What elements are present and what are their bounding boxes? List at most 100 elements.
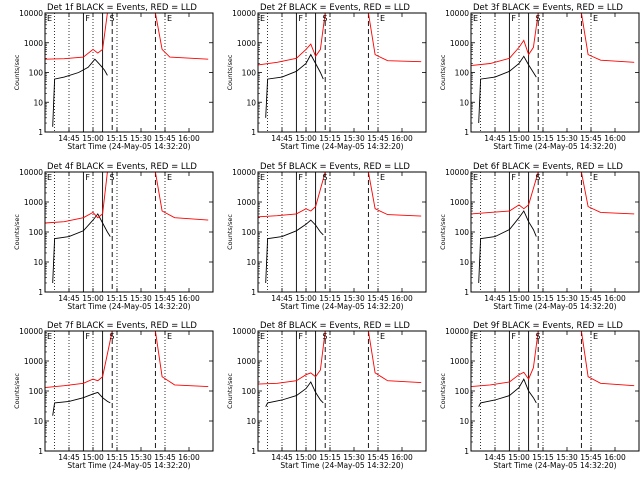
plot-frame (44, 171, 214, 293)
x-tick-label: 15:15 (319, 294, 341, 303)
y-axis-label: Counts/sec (13, 373, 21, 409)
marker-label: E (593, 173, 598, 182)
x-tick-label: 15:30 (343, 134, 365, 143)
x-tick-label: 15:00 (295, 453, 317, 462)
marker-label: E (260, 173, 265, 182)
x-tick-label: 15:30 (130, 294, 152, 303)
panel-title: Det 5f BLACK = Events, RED = LLD (260, 162, 410, 172)
marker-label: E (593, 14, 598, 23)
marker-label: S (322, 173, 327, 182)
x-tick-label: 15:30 (130, 453, 152, 462)
marker-label: E (380, 173, 385, 182)
y-tick-label: 1 (38, 128, 43, 137)
y-tick-label: 1000 (450, 357, 469, 366)
y-tick-label: 100 (29, 69, 44, 78)
y-axis-label: Counts/sec (439, 214, 447, 250)
series-line-lld (470, 171, 635, 215)
panel-det-4: Det 4f BLACK = Events, RED = LLD Counts/s… (13, 162, 214, 311)
x-tick-label: 14:45 (271, 453, 293, 462)
series-line-lld (257, 12, 422, 66)
panel-det-8: Det 8f BLACK = Events, RED = LLD Counts/s… (226, 321, 427, 470)
y-tick-label: 100 (29, 387, 44, 396)
x-tick-label: 15:45 (154, 453, 176, 462)
panel-title: Det 7f BLACK = Events, RED = LLD (47, 321, 197, 331)
panel-det-3: Det 3f BLACK = Events, RED = LLD Counts/s… (439, 3, 640, 151)
plot-frame (470, 330, 640, 452)
y-tick-label: 10000 (19, 168, 43, 177)
series-line-events (478, 378, 537, 407)
x-tick-label: 15:45 (367, 294, 389, 303)
marker-label: E (593, 332, 598, 341)
x-tick-label: 15:30 (556, 134, 578, 143)
panel-title: Det 2f BLACK = Events, RED = LLD (260, 3, 410, 13)
y-tick-label: 10 (459, 98, 469, 107)
y-tick-label: 10 (459, 258, 469, 267)
y-tick-label: 1 (251, 128, 256, 137)
panel-title: Det 3f BLACK = Events, RED = LLD (473, 3, 623, 13)
x-tick-label: 16:00 (391, 294, 413, 303)
y-axis-label: Counts/sec (226, 54, 234, 90)
series-line-lld (470, 12, 635, 67)
y-tick-label: 10 (33, 258, 43, 267)
series-line-lld (470, 330, 635, 388)
x-tick-label: 15:45 (580, 453, 602, 462)
x-axis-label: Start Time (24-May-05 14:32:20) (280, 142, 403, 151)
y-tick-label: 10 (33, 417, 43, 426)
x-tick-label: 15:15 (319, 453, 341, 462)
x-tick-label: 15:00 (82, 294, 104, 303)
series-line-events (52, 213, 111, 284)
panel-det-5: Det 5f BLACK = Events, RED = LLD Counts/s… (226, 162, 427, 311)
x-tick-label: 15:45 (154, 134, 176, 143)
y-tick-label: 1000 (24, 198, 43, 207)
panel-title: Det 9f BLACK = Events, RED = LLD (473, 321, 623, 331)
marker-label: E (473, 173, 478, 182)
x-tick-label: 15:45 (580, 134, 602, 143)
marker-label: F (298, 173, 303, 182)
series-line-events (52, 391, 111, 416)
y-tick-label: 10000 (445, 168, 469, 177)
series-line-events (52, 58, 108, 127)
y-tick-label: 1000 (237, 198, 256, 207)
x-axis-label: Start Time (24-May-05 14:32:20) (67, 142, 190, 151)
x-axis-label: Start Time (24-May-05 14:32:20) (280, 302, 403, 311)
y-tick-label: 1 (38, 447, 43, 456)
panel-det-6: Det 6f BLACK = Events, RED = LLD Counts/s… (439, 162, 640, 311)
series-line-events (478, 210, 537, 284)
x-tick-label: 15:30 (556, 453, 578, 462)
y-tick-label: 10 (459, 417, 469, 426)
x-tick-label: 15:15 (106, 453, 128, 462)
marker-label: S (109, 173, 114, 182)
y-tick-label: 10000 (232, 168, 256, 177)
y-tick-label: 100 (455, 69, 470, 78)
x-tick-label: 15:00 (508, 134, 530, 143)
panel-det-1: Det 1f BLACK = Events, RED = LLD Counts/s… (13, 3, 214, 151)
y-tick-label: 10 (246, 98, 256, 107)
x-tick-label: 16:00 (178, 294, 200, 303)
x-tick-label: 16:00 (391, 134, 413, 143)
marker-label: S (109, 332, 114, 341)
plot-frame (470, 171, 640, 293)
x-tick-label: 15:45 (154, 294, 176, 303)
series-line-lld (257, 330, 422, 385)
panel-det-9: Det 9f BLACK = Events, RED = LLD Counts/s… (439, 321, 640, 470)
y-tick-label: 10000 (19, 9, 43, 18)
x-tick-label: 16:00 (604, 134, 626, 143)
plot-frame (44, 12, 214, 133)
y-axis-label: Counts/sec (226, 373, 234, 409)
marker-label: E (473, 14, 478, 23)
x-tick-label: 15:30 (130, 134, 152, 143)
x-tick-label: 16:00 (604, 453, 626, 462)
panel-title: Det 1f BLACK = Events, RED = LLD (47, 3, 197, 13)
y-tick-label: 100 (242, 228, 257, 237)
y-axis-label: Counts/sec (226, 214, 234, 250)
x-tick-label: 15:30 (556, 294, 578, 303)
y-tick-label: 10000 (19, 327, 43, 336)
x-tick-label: 15:00 (295, 294, 317, 303)
y-tick-label: 10000 (232, 327, 256, 336)
marker-label: F (298, 14, 303, 23)
y-tick-label: 1000 (450, 198, 469, 207)
marker-label: S (322, 14, 327, 23)
panel-title: Det 8f BLACK = Events, RED = LLD (260, 321, 410, 331)
marker-label: F (298, 332, 303, 341)
